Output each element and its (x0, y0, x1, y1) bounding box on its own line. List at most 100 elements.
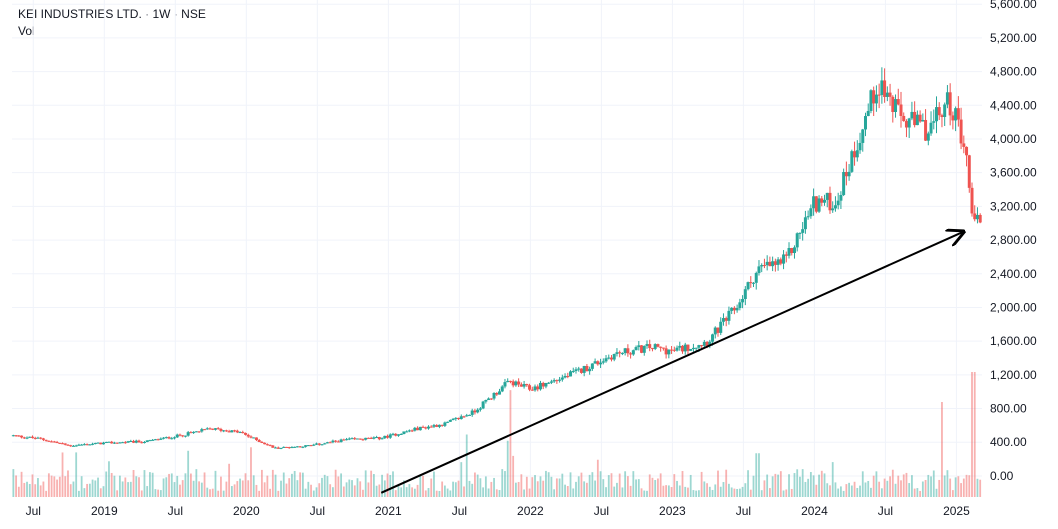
volume-bar (749, 489, 752, 497)
candle-body (547, 382, 551, 384)
volume-bar (506, 440, 509, 497)
volume-bar (842, 490, 845, 497)
candle-body (773, 261, 777, 265)
volume-bar (23, 482, 26, 497)
volume-bar (28, 484, 31, 497)
volume-bar (269, 488, 271, 497)
candle-body (320, 444, 324, 446)
candle-body (47, 440, 51, 442)
candle-body (260, 441, 264, 443)
candle-body (782, 254, 786, 264)
candle-body (817, 198, 821, 212)
legend-volume-label[interactable]: Vol (18, 24, 35, 38)
candle-body (792, 247, 796, 254)
candle-body (902, 115, 906, 122)
volume-bar (804, 481, 807, 497)
volume-bar (962, 478, 965, 497)
volume-bar (678, 485, 681, 497)
candle-body (355, 438, 359, 440)
candle-body (803, 217, 807, 230)
volume-bar (796, 469, 799, 497)
candle-body (132, 441, 136, 443)
candle-body (50, 441, 54, 443)
volume-bar (386, 473, 389, 497)
candle-body (82, 444, 86, 446)
volume-bar (457, 480, 460, 497)
volume-bar (809, 472, 812, 497)
volume-bar (351, 480, 353, 497)
candle-body (137, 440, 141, 443)
legend-separator: · (145, 7, 150, 21)
candle-body (238, 432, 242, 434)
volume-bar (760, 490, 763, 497)
volume-bar (236, 481, 239, 497)
time-axis[interactable]: Jul 2019 Jul 2020 Jul 2021 Jul 2022 Jul 2023 Jul 20… (26, 504, 970, 518)
volume-bar (430, 478, 433, 497)
volume-bar (47, 473, 50, 497)
volume-bar (799, 476, 801, 497)
volume-bar (850, 485, 853, 497)
volume-bar (930, 476, 932, 497)
candle-body (129, 441, 133, 443)
candle-body (241, 432, 245, 434)
candle-body (353, 438, 357, 440)
volume-bar (607, 475, 610, 497)
volume-bar (50, 475, 53, 497)
volume-bar (403, 480, 405, 497)
volume-bar (531, 477, 534, 497)
candle-body (861, 129, 865, 143)
candle-body (211, 428, 215, 430)
candle-body (20, 435, 24, 438)
candle-body (735, 308, 739, 311)
volume-bar (184, 473, 187, 497)
candle-body (894, 99, 898, 112)
volume-bar (263, 482, 266, 497)
volume-bar (662, 485, 665, 497)
volume-bar (651, 477, 654, 497)
volume-bar (875, 471, 878, 497)
volume-bar (460, 462, 463, 497)
candle-body (391, 433, 395, 435)
candle-body (306, 445, 310, 447)
time-tick-label: Jul (594, 504, 609, 518)
candle-body (689, 349, 693, 351)
volume-bar (859, 485, 861, 497)
volume-bar (299, 472, 302, 497)
price-axis[interactable]: 0.00 400.00 800.00 1,200.00 1,600.00 2,000.00… (990, 0, 1037, 483)
volume-bars (12, 372, 982, 497)
candle-body (498, 391, 502, 395)
candle-body (14, 435, 18, 437)
time-tick-label: Jul (26, 504, 41, 518)
candle-body (361, 439, 365, 441)
candle-body (880, 80, 884, 95)
candle-body (541, 382, 545, 387)
legend-title-row[interactable]: KEI INDUSTRIES LTD. · 1W · NSE (18, 6, 206, 23)
candle-body (869, 90, 873, 111)
volume-bar (708, 486, 711, 497)
candle-body (246, 434, 250, 437)
candle-body (437, 424, 441, 427)
volume-bar (42, 481, 45, 497)
volume-bar (580, 472, 583, 497)
candle-body (732, 307, 736, 311)
candle-body (58, 442, 62, 444)
time-tick-label: Jul (452, 504, 467, 518)
volume-bar (523, 489, 525, 497)
price-tick-label: 3,600.00 (990, 166, 1037, 180)
candle-body (645, 344, 649, 346)
volume-bar (946, 470, 949, 497)
candle-body (274, 447, 278, 449)
candle-body (727, 310, 731, 321)
candle-body (653, 344, 657, 349)
candle-body (795, 233, 799, 248)
candle-body (762, 265, 766, 267)
price-tick-label: 400.00 (990, 435, 1027, 449)
candle-body (123, 442, 127, 444)
volume-bar (291, 473, 293, 497)
price-tick-label: 3,200.00 (990, 199, 1037, 213)
candle-body (118, 442, 122, 444)
candle-body (713, 327, 717, 335)
candle-body (659, 346, 663, 348)
volume-bar (405, 487, 408, 497)
